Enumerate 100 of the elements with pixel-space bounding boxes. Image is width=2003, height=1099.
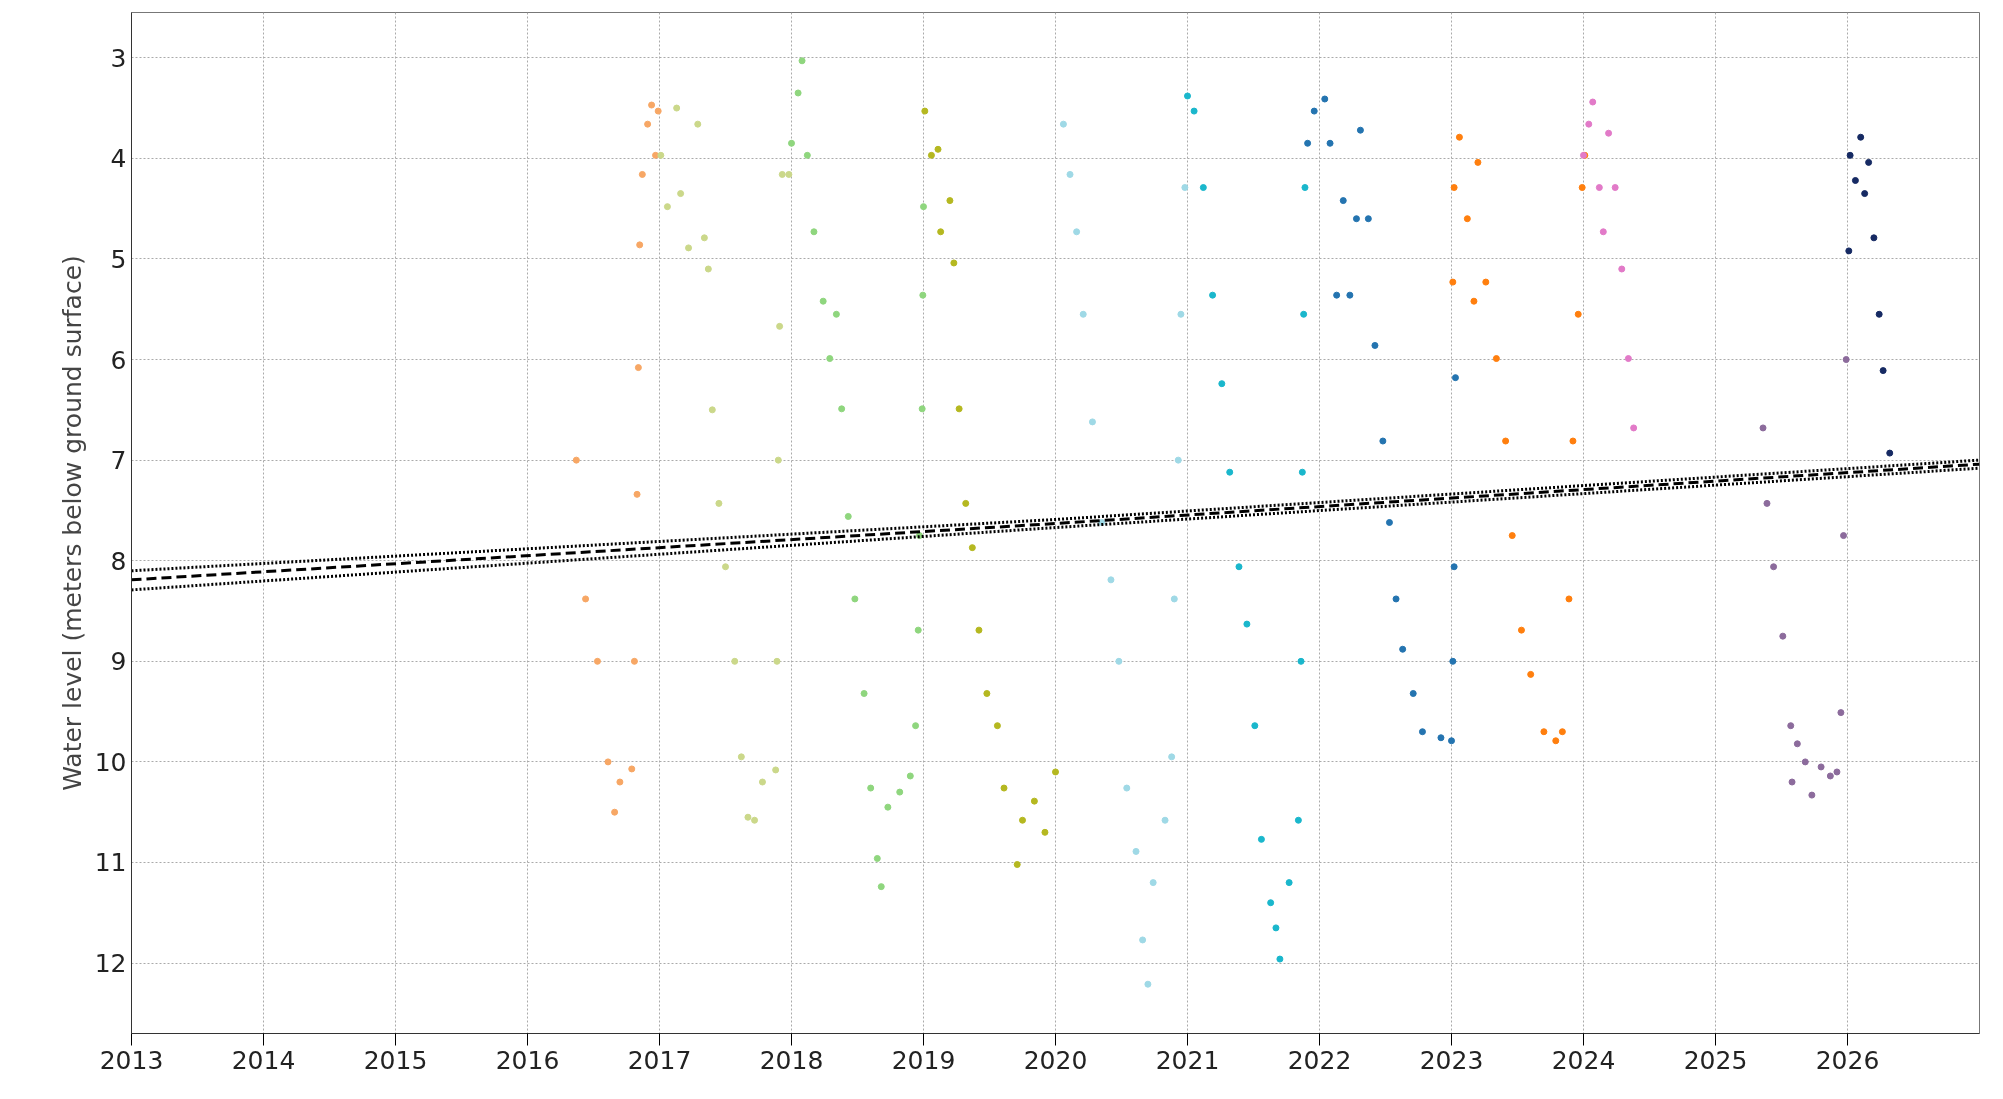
point bbox=[1817, 763, 1825, 771]
point bbox=[1851, 176, 1859, 184]
point bbox=[1578, 184, 1586, 192]
y-tick-label: 9 bbox=[110, 647, 127, 677]
point bbox=[657, 151, 665, 159]
point bbox=[1846, 151, 1854, 159]
point bbox=[1793, 740, 1801, 748]
point bbox=[758, 778, 766, 786]
point bbox=[867, 784, 875, 792]
x-tick-label: 2014 bbox=[231, 1045, 296, 1075]
point bbox=[1840, 532, 1848, 540]
point bbox=[1455, 133, 1463, 141]
x-tick-label: 2013 bbox=[99, 1045, 164, 1075]
point bbox=[1321, 95, 1329, 103]
point bbox=[788, 139, 795, 147]
point bbox=[1801, 758, 1809, 766]
point bbox=[1870, 234, 1878, 242]
point bbox=[1226, 468, 1234, 476]
point bbox=[1059, 120, 1067, 128]
point bbox=[832, 310, 840, 318]
point bbox=[798, 57, 806, 65]
point bbox=[1030, 797, 1038, 805]
point bbox=[819, 297, 827, 305]
point bbox=[921, 107, 929, 115]
point bbox=[772, 766, 780, 774]
point bbox=[851, 595, 859, 603]
point bbox=[704, 265, 712, 273]
point bbox=[1379, 437, 1387, 445]
point bbox=[1276, 955, 1284, 963]
point bbox=[1450, 563, 1458, 571]
point bbox=[654, 107, 662, 115]
point bbox=[663, 203, 671, 211]
point bbox=[582, 595, 590, 603]
point bbox=[731, 657, 739, 665]
point bbox=[1123, 784, 1131, 792]
point bbox=[1352, 215, 1360, 223]
point bbox=[1066, 170, 1074, 178]
point bbox=[722, 563, 729, 571]
point bbox=[744, 813, 752, 821]
y-tick-label: 10 bbox=[94, 747, 127, 777]
point bbox=[1297, 657, 1305, 665]
point bbox=[1199, 184, 1207, 192]
y-tick-label: 3 bbox=[110, 43, 127, 73]
point bbox=[1301, 184, 1309, 192]
point bbox=[950, 259, 958, 267]
point bbox=[962, 499, 970, 507]
point bbox=[1618, 265, 1626, 273]
point bbox=[968, 544, 976, 552]
point bbox=[715, 499, 723, 507]
point bbox=[1437, 734, 1445, 742]
x-tick-label: 2023 bbox=[1419, 1045, 1484, 1075]
point bbox=[934, 145, 942, 153]
point bbox=[572, 456, 580, 464]
point bbox=[1149, 879, 1157, 887]
point bbox=[776, 322, 784, 330]
point bbox=[1013, 861, 1021, 868]
y-tick-label: 5 bbox=[110, 244, 127, 274]
point bbox=[604, 758, 612, 766]
point bbox=[1508, 532, 1516, 540]
point bbox=[1174, 456, 1182, 464]
point bbox=[1333, 291, 1341, 299]
point bbox=[685, 244, 693, 252]
x-tick-label: 2017 bbox=[627, 1045, 692, 1075]
point bbox=[1857, 133, 1865, 141]
point bbox=[1170, 595, 1178, 603]
point bbox=[983, 690, 991, 697]
point bbox=[1019, 816, 1026, 824]
point bbox=[648, 101, 656, 109]
point bbox=[1132, 847, 1140, 855]
point bbox=[1624, 355, 1632, 363]
point bbox=[927, 151, 935, 159]
point bbox=[920, 203, 927, 211]
point bbox=[1184, 92, 1191, 100]
point bbox=[1144, 980, 1152, 988]
point bbox=[1502, 437, 1510, 445]
point bbox=[1139, 936, 1147, 944]
point bbox=[1310, 107, 1318, 115]
point bbox=[694, 120, 702, 128]
x-tick-label: 2020 bbox=[1023, 1045, 1088, 1075]
point bbox=[1611, 184, 1619, 192]
point bbox=[838, 405, 846, 413]
point bbox=[774, 456, 782, 464]
point bbox=[918, 405, 926, 413]
point bbox=[1385, 519, 1393, 526]
point bbox=[1218, 380, 1226, 388]
point bbox=[1527, 670, 1535, 678]
point bbox=[1115, 657, 1123, 665]
y-axis-title: Water level (meters below ground surface) bbox=[57, 255, 87, 791]
point bbox=[1450, 184, 1458, 192]
x-tick-label: 2019 bbox=[891, 1045, 956, 1075]
point bbox=[1073, 228, 1081, 236]
y-tick-label: 8 bbox=[110, 546, 127, 576]
point bbox=[1168, 753, 1176, 761]
point bbox=[1088, 418, 1096, 426]
point bbox=[1574, 310, 1582, 318]
point bbox=[955, 405, 963, 413]
point bbox=[1399, 645, 1407, 653]
point bbox=[1418, 728, 1426, 736]
point bbox=[636, 241, 644, 249]
point bbox=[1763, 499, 1771, 507]
